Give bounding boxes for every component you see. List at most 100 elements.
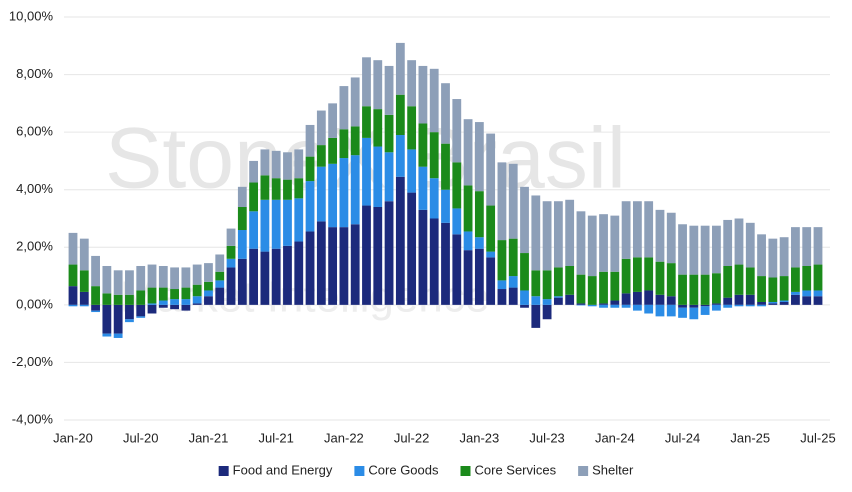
- bar: [689, 225, 699, 275]
- bar: [192, 303, 202, 305]
- bar: [463, 250, 473, 305]
- bar: [192, 296, 202, 304]
- bar: [249, 160, 259, 183]
- bar: [429, 68, 439, 133]
- bar: [113, 270, 123, 295]
- bar: [712, 304, 721, 311]
- bar: [520, 186, 529, 254]
- bar: [136, 265, 146, 291]
- bar: [429, 178, 439, 219]
- bar: [497, 289, 507, 305]
- bar: [599, 304, 608, 308]
- bar: [147, 287, 157, 304]
- bar: [204, 296, 213, 305]
- bar: [565, 265, 575, 295]
- legend-swatch: [578, 466, 589, 476]
- bar: [757, 234, 766, 277]
- bar: [497, 240, 507, 281]
- bar: [610, 271, 620, 301]
- bar: [283, 199, 292, 246]
- bar: [68, 304, 78, 307]
- bar: [339, 129, 349, 159]
- bar: [632, 291, 642, 305]
- bar: [734, 294, 744, 305]
- bar: [531, 296, 541, 305]
- bar: [158, 300, 168, 305]
- legend-swatch: [460, 466, 471, 476]
- bar: [779, 237, 789, 277]
- y-tick-label: 0,00%: [16, 296, 53, 311]
- legend: Food and Energy Core Goods Core Services Sh…: [218, 462, 634, 477]
- bar: [215, 280, 225, 288]
- bar: [226, 228, 236, 246]
- bar: [362, 106, 371, 138]
- bar: [102, 304, 112, 334]
- bar: [407, 149, 417, 193]
- bar: [587, 304, 597, 307]
- bar: [553, 297, 563, 305]
- bar: [813, 296, 823, 305]
- bar: [249, 248, 259, 305]
- bar: [407, 106, 417, 150]
- legend-swatch: [218, 466, 229, 476]
- bar: [79, 238, 89, 271]
- bar: [260, 251, 270, 305]
- bar: [237, 258, 247, 305]
- bar: [170, 304, 179, 310]
- bar: [757, 276, 766, 302]
- bar: [79, 270, 89, 292]
- bar: [576, 303, 586, 305]
- bar: [678, 224, 687, 275]
- bar: [666, 304, 676, 317]
- bar: [384, 65, 394, 115]
- bar: [486, 251, 496, 258]
- bar: [418, 166, 428, 210]
- bar: [339, 227, 349, 305]
- bar: [531, 270, 541, 297]
- bar: [779, 301, 789, 305]
- bar: [621, 304, 631, 308]
- bar: [700, 306, 710, 315]
- bar: [147, 303, 157, 305]
- bar: [215, 271, 225, 281]
- bar: [723, 265, 733, 298]
- y-tick-label: 2,00%: [16, 239, 53, 254]
- bar: [779, 276, 789, 301]
- bar: [362, 137, 371, 206]
- bar: [700, 274, 710, 305]
- bar: [339, 158, 349, 228]
- bar: [226, 245, 236, 259]
- bar: [576, 211, 586, 275]
- bar: [644, 257, 654, 291]
- bar: [102, 265, 112, 294]
- bar: [147, 264, 157, 288]
- bar: [136, 290, 146, 305]
- bar: [79, 304, 89, 307]
- y-tick-label: -4,00%: [12, 411, 54, 426]
- bar: [181, 267, 191, 288]
- bar: [802, 265, 812, 291]
- x-tick-label: Jul-22: [394, 430, 429, 445]
- bar: [474, 237, 484, 249]
- bar: [553, 201, 563, 268]
- bar: [316, 221, 326, 305]
- bar: [192, 264, 202, 285]
- bar: [520, 290, 529, 305]
- bar: [125, 319, 134, 323]
- bar: [181, 299, 191, 305]
- bar: [339, 86, 349, 130]
- bar: [463, 119, 473, 186]
- bar: [587, 276, 597, 305]
- bar: [407, 60, 417, 107]
- bar: [113, 333, 123, 338]
- bar: [610, 215, 620, 272]
- bar: [632, 201, 642, 258]
- bar: [587, 215, 597, 277]
- bar: [542, 270, 552, 300]
- bar: [610, 300, 620, 305]
- bar: [565, 294, 575, 305]
- bar: [610, 304, 620, 308]
- bar: [520, 304, 529, 308]
- bar: [712, 273, 721, 304]
- bar: [576, 274, 586, 304]
